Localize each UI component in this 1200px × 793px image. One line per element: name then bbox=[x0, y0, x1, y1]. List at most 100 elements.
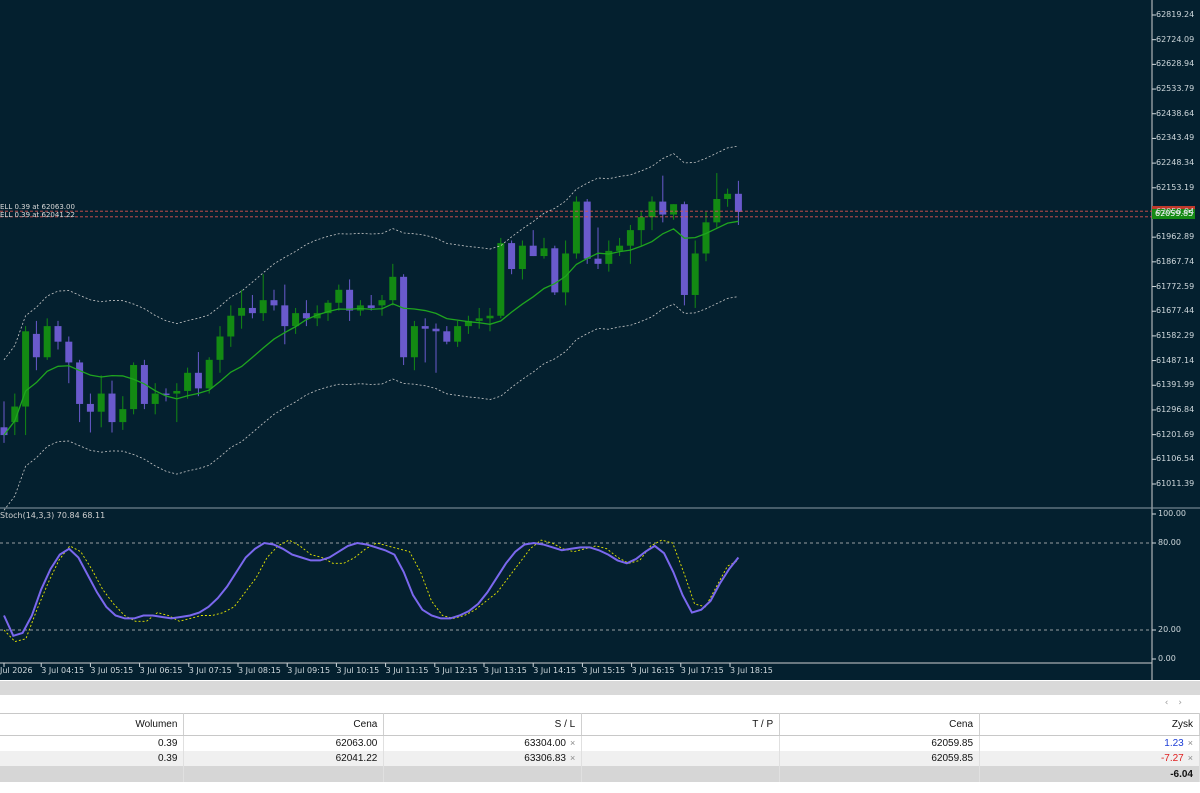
positions-table: Wolumen Cena S / L T / P Cena Zysk 0.39 … bbox=[0, 713, 1200, 782]
price-axis-label: 61391.99 bbox=[1156, 380, 1195, 390]
price-axis-label: 61772.59 bbox=[1156, 281, 1195, 291]
candle-body bbox=[724, 193, 732, 199]
column-header-current-price[interactable]: Cena bbox=[779, 713, 981, 736]
close-position-icon[interactable]: × bbox=[1187, 753, 1193, 763]
price-axis-label: 61487.14 bbox=[1156, 355, 1195, 365]
row-sl[interactable]: 63304.00 × bbox=[383, 735, 583, 751]
candle-body bbox=[151, 393, 159, 404]
candle-body bbox=[454, 326, 462, 342]
candle-body bbox=[324, 302, 332, 314]
candle-body bbox=[475, 318, 483, 321]
row-volume: 0.39 bbox=[0, 735, 185, 751]
candle-body bbox=[367, 305, 375, 308]
tab-scroll-arrows[interactable]: ‹› bbox=[1165, 698, 1192, 708]
candle-body bbox=[551, 248, 559, 293]
time-axis-label: 3 Jul 06:15 bbox=[139, 666, 183, 675]
time-axis-label: 3 Jul 14:15 bbox=[533, 666, 577, 675]
candle-body bbox=[389, 276, 397, 301]
candle-body bbox=[248, 307, 256, 314]
column-header-sl[interactable]: S / L bbox=[383, 713, 583, 736]
candle-body bbox=[637, 217, 645, 231]
column-header-volume[interactable]: Wolumen bbox=[0, 713, 185, 736]
candle-body bbox=[734, 193, 742, 212]
candle-body bbox=[626, 230, 634, 246]
row-current-price: 62059.85 bbox=[779, 751, 981, 766]
price-axis-label: 62343.49 bbox=[1156, 133, 1195, 143]
profit-value: 1.23 bbox=[1164, 738, 1184, 749]
candle-body bbox=[335, 289, 343, 303]
stoch-axis-label: 100.00 bbox=[1158, 509, 1186, 518]
stoch-main-line bbox=[3, 541, 740, 638]
total-row: -6.04 bbox=[0, 766, 1200, 782]
stoch-signal-line bbox=[3, 539, 739, 643]
candle-body bbox=[583, 201, 591, 259]
row-profit[interactable]: -7.27 × bbox=[979, 751, 1200, 766]
price-axis-label: 62153.19 bbox=[1156, 182, 1195, 192]
time-axis-label: 3 Jul 13:15 bbox=[484, 666, 527, 675]
candle-body bbox=[216, 336, 224, 360]
candle-body bbox=[562, 253, 570, 293]
panel-divider[interactable] bbox=[0, 681, 1200, 695]
table-row[interactable]: 0.39 62063.00 63304.00 × 62059.85 1.23 × bbox=[0, 735, 1200, 751]
candle-body bbox=[54, 326, 62, 342]
column-header-tp[interactable]: T / P bbox=[581, 713, 781, 736]
order-line-label-2[interactable]: ELL 0.39 at 62041.22 bbox=[0, 211, 75, 219]
order-line-label-1[interactable]: ELL 0.39 at 62063.00 bbox=[0, 203, 75, 211]
candle-body bbox=[292, 313, 300, 327]
candle-body bbox=[410, 326, 418, 358]
time-axis-label: 3 Jul 04:15 bbox=[41, 666, 85, 675]
price-axis-label: 62819.24 bbox=[1156, 10, 1195, 19]
time-axis-label: 3 Jul 09:15 bbox=[287, 666, 331, 675]
row-tp[interactable] bbox=[581, 735, 781, 751]
scroll-left-icon[interactable]: ‹ bbox=[1164, 698, 1179, 708]
candle-body bbox=[421, 326, 429, 329]
remove-sl-icon[interactable]: × bbox=[569, 753, 576, 763]
time-axis-label: Jul 2026 bbox=[0, 666, 33, 675]
candlestick-chart-svg bbox=[0, 0, 1200, 680]
candle-body bbox=[97, 393, 105, 412]
candle-body bbox=[508, 243, 516, 270]
candle-body bbox=[540, 248, 548, 257]
price-axis-label: 61296.84 bbox=[1156, 404, 1195, 414]
candle-body bbox=[227, 315, 235, 337]
row-sl[interactable]: 63306.83 × bbox=[383, 751, 583, 766]
stochastic-title: Stoch(14,3,3) 70.84 68.11 bbox=[0, 511, 106, 520]
candle-body bbox=[173, 390, 181, 394]
candle-body bbox=[119, 409, 127, 423]
candle-body bbox=[346, 289, 354, 311]
row-price: 62041.22 bbox=[183, 751, 385, 766]
column-header-profit[interactable]: Zysk bbox=[979, 713, 1200, 736]
price-axis-label: 62724.09 bbox=[1156, 34, 1195, 44]
candle-body bbox=[616, 245, 624, 251]
moving-average-line bbox=[3, 220, 739, 436]
current-price-tag: 62059.85 bbox=[1152, 209, 1195, 219]
stoch-axis-label: 80.00 bbox=[1158, 538, 1181, 547]
candle-body bbox=[130, 365, 138, 410]
candle-body bbox=[713, 198, 721, 223]
candle-body bbox=[659, 201, 667, 215]
scroll-right-icon[interactable]: › bbox=[1178, 698, 1192, 708]
candle-body bbox=[162, 393, 170, 396]
candle-body bbox=[108, 393, 116, 423]
price-axis-label: 61582.29 bbox=[1156, 330, 1195, 340]
column-header-price[interactable]: Cena bbox=[183, 713, 385, 736]
candle-body bbox=[313, 313, 321, 319]
price-chart[interactable]: Stoch(14,3,3) 70.84 68.11 ELL 0.39 at 62… bbox=[0, 0, 1200, 680]
time-axis-label: 3 Jul 07:15 bbox=[188, 666, 232, 675]
candle-body bbox=[302, 313, 310, 319]
row-tp[interactable] bbox=[581, 751, 781, 766]
profit-value: -7.27 bbox=[1160, 753, 1184, 764]
row-profit[interactable]: 1.23 × bbox=[979, 735, 1200, 751]
candle-body bbox=[194, 372, 202, 389]
candle-body bbox=[11, 406, 19, 423]
sl-value: 63306.83 bbox=[524, 753, 566, 764]
time-axis-label: 3 Jul 18:15 bbox=[730, 666, 773, 675]
candle-body bbox=[648, 201, 656, 218]
candle-body bbox=[378, 300, 386, 306]
table-row[interactable]: 0.39 62041.22 63306.83 × 62059.85 -7.27 × bbox=[0, 751, 1200, 766]
candle-body bbox=[43, 326, 51, 358]
close-position-icon[interactable]: × bbox=[1187, 738, 1193, 748]
price-axis-label: 62438.64 bbox=[1156, 108, 1195, 118]
remove-sl-icon[interactable]: × bbox=[569, 738, 576, 748]
row-volume: 0.39 bbox=[0, 751, 185, 766]
